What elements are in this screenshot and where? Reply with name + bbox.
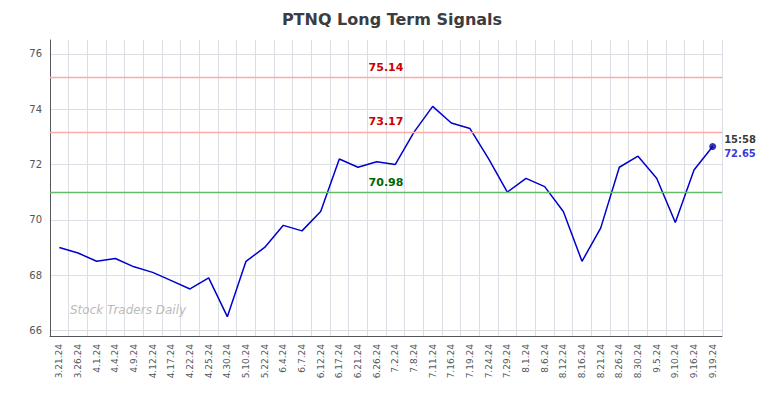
svg-text:9.10.24: 9.10.24 [670, 344, 680, 379]
svg-text:7.16.24: 7.16.24 [446, 344, 456, 379]
svg-text:66: 66 [29, 325, 42, 336]
svg-text:5.22.24: 5.22.24 [260, 344, 270, 379]
svg-text:7.24.24: 7.24.24 [484, 344, 494, 379]
svg-text:5.10.24: 5.10.24 [241, 344, 251, 379]
svg-text:72: 72 [29, 159, 42, 170]
svg-text:9.16.24: 9.16.24 [689, 344, 699, 379]
svg-text:8.12.24: 8.12.24 [558, 344, 568, 379]
svg-text:7.19.24: 7.19.24 [465, 344, 475, 379]
svg-text:9.5.24: 9.5.24 [652, 344, 662, 373]
svg-text:7.8.24: 7.8.24 [409, 344, 419, 373]
svg-text:4.1.24: 4.1.24 [92, 344, 102, 373]
svg-text:68: 68 [29, 270, 42, 281]
svg-text:3.26.24: 3.26.24 [73, 344, 83, 379]
svg-text:7.11.24: 7.11.24 [428, 344, 438, 379]
svg-text:4.9.24: 4.9.24 [129, 344, 139, 373]
svg-text:76: 76 [29, 48, 42, 59]
svg-text:8.30.24: 8.30.24 [633, 344, 643, 379]
svg-text:6.21.24: 6.21.24 [353, 344, 363, 379]
svg-text:8.21.24: 8.21.24 [596, 344, 606, 379]
svg-text:7.29.24: 7.29.24 [502, 344, 512, 379]
svg-text:7.2.24: 7.2.24 [390, 344, 400, 373]
svg-text:PTNQ Long Term Signals: PTNQ Long Term Signals [282, 10, 502, 29]
svg-text:6.4.24: 6.4.24 [278, 344, 288, 373]
svg-text:4.25.24: 4.25.24 [204, 344, 214, 379]
svg-text:75.14: 75.14 [369, 61, 404, 74]
svg-text:6.17.24: 6.17.24 [334, 344, 344, 379]
svg-text:4.12.24: 4.12.24 [148, 344, 158, 379]
svg-text:15:58: 15:58 [724, 134, 756, 145]
svg-text:72.65: 72.65 [724, 148, 756, 159]
svg-text:4.22.24: 4.22.24 [185, 344, 195, 379]
svg-text:70: 70 [29, 214, 42, 225]
svg-text:8.6.24: 8.6.24 [540, 344, 550, 373]
svg-text:8.1.24: 8.1.24 [521, 344, 531, 373]
svg-text:73.17: 73.17 [369, 115, 404, 128]
svg-text:4.30.24: 4.30.24 [222, 344, 232, 379]
svg-text:74: 74 [29, 104, 42, 115]
svg-text:4.4.24: 4.4.24 [110, 344, 120, 373]
svg-text:70.98: 70.98 [369, 176, 404, 189]
svg-text:8.16.24: 8.16.24 [577, 344, 587, 379]
svg-text:4.17.24: 4.17.24 [166, 344, 176, 379]
svg-text:Stock Traders Daily: Stock Traders Daily [70, 303, 187, 317]
svg-text:9.19.24: 9.19.24 [708, 344, 718, 379]
svg-text:6.12.24: 6.12.24 [316, 344, 326, 379]
svg-text:8.26.24: 8.26.24 [614, 344, 624, 379]
svg-text:6.26.24: 6.26.24 [372, 344, 382, 379]
svg-text:3.21.24: 3.21.24 [54, 344, 64, 379]
svg-text:6.7.24: 6.7.24 [297, 344, 307, 373]
